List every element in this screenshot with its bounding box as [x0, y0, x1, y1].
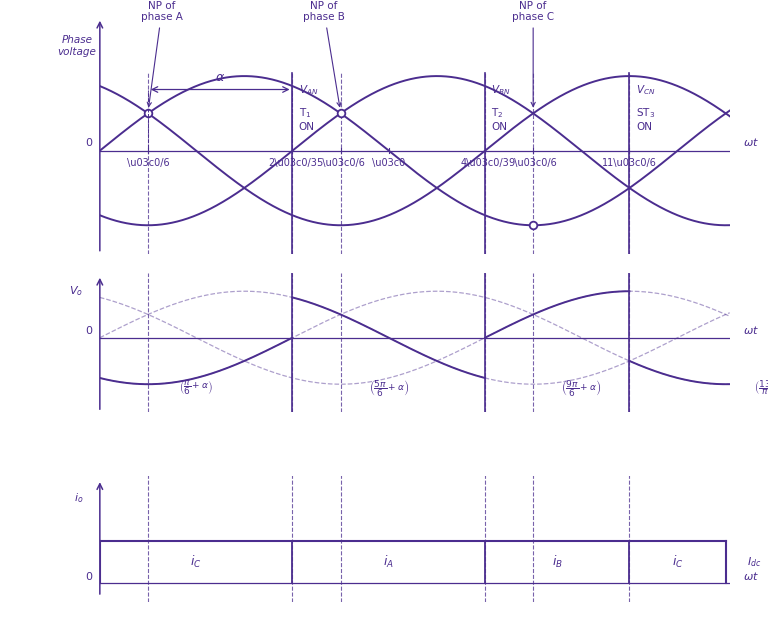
Text: 9\u03c0/6: 9\u03c0/6: [508, 158, 558, 168]
Text: $V_{AN}$: $V_{AN}$: [299, 84, 318, 98]
Text: 2\u03c0/3: 2\u03c0/3: [268, 158, 317, 168]
Text: NP of
phase C: NP of phase C: [512, 1, 554, 107]
Text: NP of
phase A: NP of phase A: [141, 1, 183, 107]
Text: $\left(\dfrac{9\pi}{6}+\alpha\right)$: $\left(\dfrac{9\pi}{6}+\alpha\right)$: [561, 378, 601, 399]
Text: Phase
voltage: Phase voltage: [58, 35, 96, 56]
Text: 0: 0: [85, 571, 92, 581]
Text: $\left(\dfrac{13}{\pi}+\alpha\right)$: $\left(\dfrac{13}{\pi}+\alpha\right)$: [754, 378, 768, 398]
Text: $\left(\dfrac{\pi}{6}+\alpha\right)$: $\left(\dfrac{\pi}{6}+\alpha\right)$: [179, 378, 213, 398]
Text: $V_o$: $V_o$: [69, 284, 83, 298]
Text: $i_A$: $i_A$: [383, 554, 394, 570]
Text: $i_o$: $i_o$: [74, 491, 83, 505]
Text: $i_C$: $i_C$: [190, 554, 202, 570]
Text: $i_B$: $i_B$: [551, 554, 563, 570]
Text: $\alpha$: $\alpha$: [215, 71, 225, 84]
Text: $i_C$: $i_C$: [672, 554, 684, 570]
Text: 0: 0: [85, 138, 92, 148]
Text: $I_{dc}$: $I_{dc}$: [747, 555, 761, 569]
Text: \u03c0/6: \u03c0/6: [127, 158, 169, 168]
Text: $\omega t$: $\omega t$: [743, 569, 760, 581]
Text: 0: 0: [85, 326, 92, 336]
Text: 5\u03c0/6: 5\u03c0/6: [316, 158, 365, 168]
Text: $V_{CN}$: $V_{CN}$: [636, 84, 655, 98]
Text: 4\u03c0/3: 4\u03c0/3: [461, 158, 509, 168]
Text: ST$_3$
ON: ST$_3$ ON: [636, 106, 655, 132]
Text: $\left(\dfrac{5\pi}{6}+\alpha\right)$: $\left(\dfrac{5\pi}{6}+\alpha\right)$: [369, 378, 409, 399]
Text: T$_1$
ON: T$_1$ ON: [299, 106, 315, 132]
Text: \u03c0: \u03c0: [372, 158, 406, 168]
Text: 11\u03c0/6: 11\u03c0/6: [602, 158, 657, 168]
Text: NP of
phase B: NP of phase B: [303, 1, 345, 107]
Text: $V_{BN}$: $V_{BN}$: [492, 84, 511, 98]
Text: $\omega t$: $\omega t$: [743, 324, 760, 336]
Text: $\omega t$: $\omega t$: [743, 136, 760, 148]
Text: T$_2$
ON: T$_2$ ON: [492, 106, 508, 132]
